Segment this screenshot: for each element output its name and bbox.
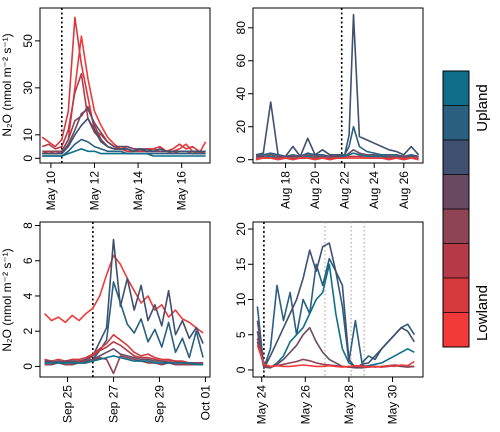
y-tick-label: 10 [234, 293, 248, 307]
y-tick-label: 4 [21, 292, 35, 299]
legend [442, 70, 470, 348]
x-tick-label: Aug 24 [367, 171, 381, 209]
panel-bottom-left: 0 2 4 6 8 Sep 25 Sep 27 Sep 29 Oct 01 [21, 222, 212, 423]
series-group [255, 13, 420, 161]
y-tick-label: 30 [21, 81, 35, 95]
x-tick-label: Oct 01 [198, 385, 212, 421]
y-tick-label: 8 [21, 222, 35, 229]
series-line-8 [44, 355, 204, 366]
series-line-6 [255, 157, 419, 161]
y-tick-label: 0 [234, 366, 248, 373]
x-tick-label: Sep 29 [152, 385, 166, 423]
y-tick-label: 60 [234, 54, 248, 68]
series-line-2 [255, 125, 419, 158]
y-tick-label: 20 [234, 222, 248, 236]
x-tick-label: Aug 26 [397, 171, 411, 209]
series-line-1 [255, 13, 420, 158]
y-tick-label: 20 [234, 120, 248, 134]
panel-bottom-right: 0 5 10 15 20 May 24 May 26 May 28 May 30 [234, 222, 415, 425]
x-tick-label: May 28 [342, 385, 356, 425]
x-tick-label: May 12 [87, 171, 101, 211]
x-tick-label: Aug 18 [279, 171, 293, 209]
panel-frame-top-right [252, 7, 424, 164]
x-tick-label: May 16 [175, 171, 189, 211]
x-tick-label: May 24 [255, 385, 269, 425]
legend-swatch-2 [443, 105, 469, 140]
x-tick-label: Sep 25 [61, 385, 75, 423]
legend-swatch-5 [443, 209, 469, 244]
legend-label-lowland: Lowland [474, 285, 491, 341]
x-tick-label: Sep 27 [107, 385, 121, 423]
y-axis-label-bottom: N₂O (nmol m⁻² s⁻¹) [0, 248, 14, 351]
series-group [41, 16, 207, 157]
y-axis-label-top: N₂O (nmol m⁻² s⁻¹) [0, 33, 14, 136]
panel-top-left: 0 10 30 50 May 10 May 12 May 14 May 16 [21, 8, 207, 211]
series-line-6 [42, 117, 206, 155]
panel-top-right: 0 20 40 60 80 Aug 18 Aug 20 Aug 22 Aug 24 Aug 26 [234, 8, 420, 209]
y-tick-label: 15 [234, 257, 248, 271]
y-tick-label: 2 [21, 328, 35, 335]
legend-swatch-4 [443, 174, 469, 209]
series-line-3 [256, 263, 415, 369]
series-line-7 [42, 138, 206, 157]
y-tick-label: 6 [21, 257, 35, 264]
panel-frame-bottom-left [39, 221, 211, 378]
series-line-2 [41, 16, 206, 155]
y-tick-label: 80 [234, 21, 248, 35]
x-tick-label: Aug 20 [308, 171, 322, 209]
legend-swatch-3 [443, 140, 469, 175]
y-tick-label: 0 [234, 156, 248, 163]
y-tick-label: 5 [234, 331, 248, 338]
x-tick-label: May 10 [44, 171, 58, 211]
series-line-8 [42, 148, 206, 157]
y-tick-label: 0 [21, 363, 35, 370]
legend-label-upland: Upland [474, 84, 491, 132]
legend-swatch-6 [443, 243, 469, 278]
x-tick-label: May 14 [131, 171, 145, 211]
x-tick-label: Aug 22 [338, 171, 352, 209]
series-line-6 [256, 345, 415, 368]
y-tick-label: 0 [21, 155, 35, 162]
y-tick-label: 40 [234, 87, 248, 101]
series-line-1 [44, 254, 204, 334]
legend-swatch-8 [443, 312, 469, 347]
series-line-6 [44, 355, 204, 375]
legend-swatch-1 [443, 71, 469, 106]
legend-swatch-7 [443, 278, 469, 313]
panel-frame-top-left [39, 7, 211, 164]
series-line-4 [256, 320, 415, 369]
series-group [44, 238, 204, 375]
series-line-3 [256, 149, 419, 158]
series-line-2 [256, 242, 415, 370]
series-group [256, 242, 415, 370]
y-tick-label: 10 [21, 128, 35, 142]
x-tick-label: May 30 [385, 385, 399, 425]
x-tick-label: May 26 [298, 385, 312, 425]
y-tick-label: 50 [21, 34, 35, 48]
